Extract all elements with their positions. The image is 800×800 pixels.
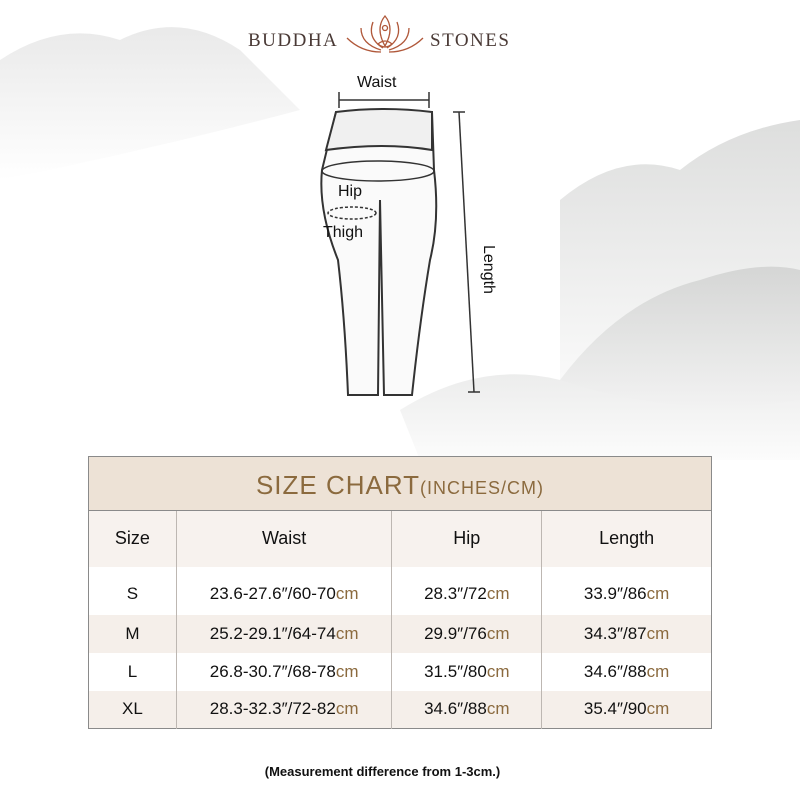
header-length: Length [541, 510, 712, 567]
header-hip: Hip [391, 510, 542, 567]
length-cell: 33.9″/86cm [541, 566, 712, 615]
size-cell: L [88, 652, 177, 691]
table-row: M 25.2-29.1″/64-74cm 29.9″/76cm 34.3″/87… [88, 614, 712, 653]
length-cell: 34.3″/87cm [541, 614, 712, 653]
mountain-background [0, 27, 800, 460]
lotus-meditation-icon [346, 14, 424, 53]
length-label: Length [480, 245, 497, 294]
waist-cell: 28.3-32.3″/72-82cm [175, 690, 392, 729]
length-cell: 35.4″/90cm [541, 690, 712, 729]
size-cell: XL [88, 690, 177, 729]
waist-label: Waist [357, 74, 397, 91]
hip-cell: 31.5″/80cm [391, 652, 542, 691]
size-cell: S [88, 566, 177, 615]
hip-cell: 29.9″/76cm [391, 614, 542, 653]
measurement-note: (Measurement difference from 1-3cm.) [264, 764, 501, 779]
hip-label: Hip [338, 183, 363, 200]
length-cell: 34.6″/88cm [541, 652, 712, 691]
table-row: L 26.8-30.7″/68-78cm 31.5″/80cm 34.6″/88… [88, 652, 712, 691]
waist-cell: 26.8-30.7″/68-78cm [175, 652, 392, 691]
table-row: XL 28.3-32.3″/72-82cm 34.6″/88cm 35.4″/9… [88, 690, 712, 729]
size-chart-title: SIZE CHART(INCHES/CM) [88, 456, 712, 511]
waist-cell: 25.2-29.1″/64-74cm [175, 614, 392, 653]
leggings-diagram [320, 92, 480, 396]
brand-name-left: BUDDHA [248, 30, 339, 51]
hip-cell: 28.3″/72cm [391, 566, 542, 615]
waist-cell: 23.6-27.6″/60-70cm [175, 566, 392, 615]
brand-name-right: STONES [430, 30, 511, 51]
size-chart-table: SIZE CHART(INCHES/CM) Size Waist Hip Len… [88, 456, 712, 729]
table-row: S 23.6-27.6″/60-70cm 28.3″/72cm 33.9″/86… [88, 566, 712, 615]
hip-cell: 34.6″/88cm [391, 690, 542, 729]
header-size: Size [88, 510, 177, 567]
thigh-label: Thigh [323, 224, 364, 241]
size-cell: M [88, 614, 177, 653]
header-waist: Waist [175, 510, 392, 567]
